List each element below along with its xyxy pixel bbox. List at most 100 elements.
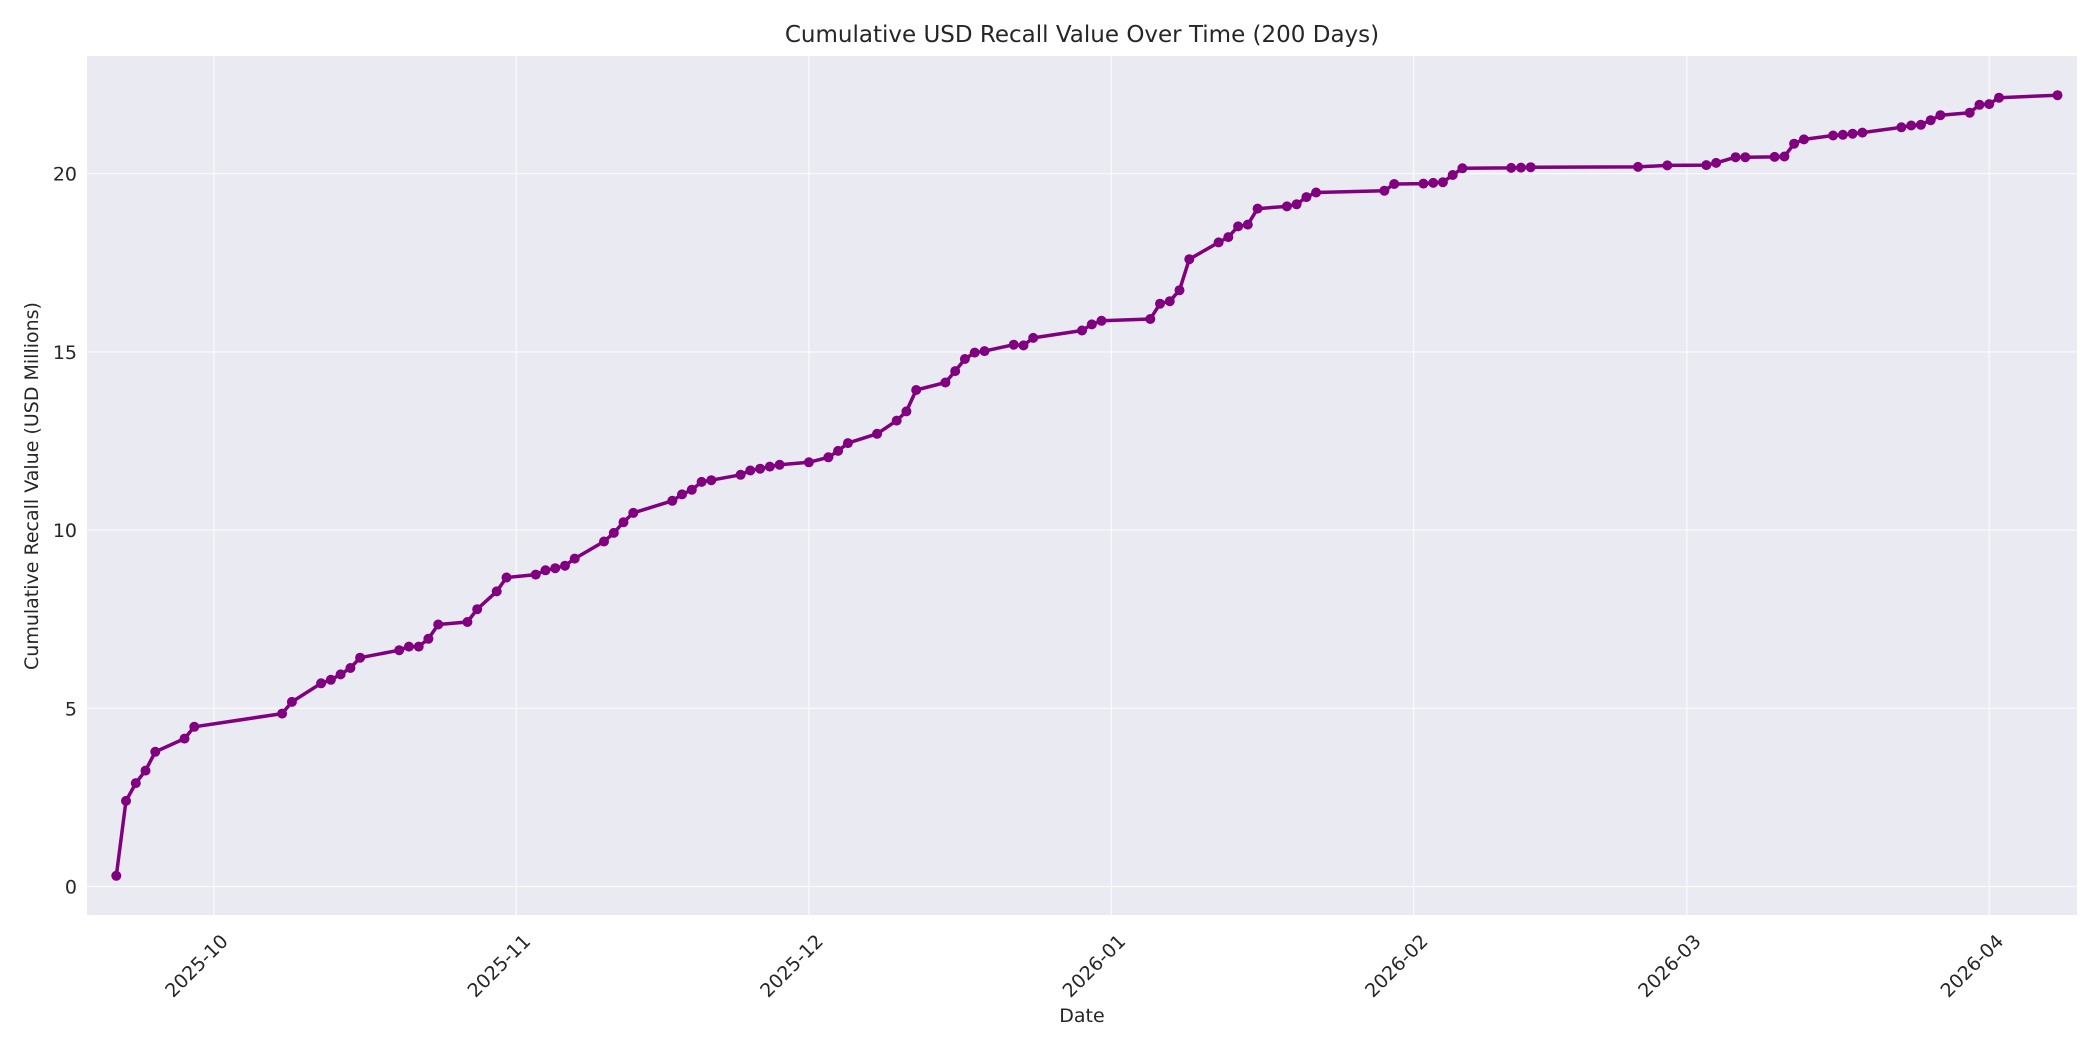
data-point [1301, 192, 1312, 203]
x-tick-label: 2025-12 [756, 930, 828, 1002]
data-point [1184, 254, 1195, 265]
y-axis-label: Cumulative Recall Value (USD Millions) [21, 302, 43, 670]
data-point [706, 475, 717, 486]
data-point [130, 778, 141, 789]
data-point [2052, 90, 2063, 101]
data-point [462, 617, 473, 627]
data-point [1311, 187, 1322, 198]
data-point [677, 489, 687, 500]
data-point [1847, 128, 1858, 139]
x-tick-label: 2026-04 [1936, 930, 2008, 1002]
data-point [1418, 178, 1429, 189]
data-point [1447, 170, 1458, 180]
data-point [1008, 339, 1019, 350]
data-point [550, 563, 561, 574]
data-point [277, 708, 288, 719]
data-point [1145, 314, 1156, 324]
data-point [433, 619, 444, 630]
data-point [696, 476, 707, 487]
data-point [501, 572, 512, 583]
data-point [121, 795, 131, 806]
data-point [1935, 110, 1946, 121]
data-point [150, 746, 161, 757]
y-tick-label: 0 [65, 876, 77, 898]
data-point [901, 406, 912, 417]
data-point [950, 366, 961, 377]
grid-lines [87, 56, 2077, 915]
x-tick-label: 2025-10 [161, 930, 233, 1002]
x-axis-label: Date [1059, 1005, 1104, 1027]
data-point [1730, 152, 1741, 163]
data-point [1252, 203, 1263, 214]
data-point [1789, 138, 1800, 149]
data-point [1291, 199, 1302, 210]
data-point [1437, 177, 1448, 188]
data-point [403, 641, 414, 652]
data-point [764, 461, 775, 472]
data-point [1984, 99, 1995, 110]
data-point [1077, 325, 1087, 336]
x-tick-label: 2026-01 [1059, 930, 1131, 1002]
data-point [1506, 162, 1517, 173]
data-point [1525, 162, 1536, 173]
x-axis-ticks: 2025-10 2025-11 2025-12 2026-01 2026-02 2026-… [161, 930, 2008, 1002]
data-point [1096, 315, 1107, 326]
y-tick-label: 20 [53, 164, 77, 186]
x-tick-label: 2026-02 [1361, 930, 1433, 1002]
data-point [286, 696, 297, 707]
data-point [569, 553, 580, 564]
data-point [1213, 237, 1224, 248]
data-point [530, 569, 541, 580]
data-point [1018, 340, 1029, 351]
data-point [1837, 129, 1848, 140]
data-point [325, 674, 336, 685]
data-point [1798, 134, 1809, 145]
data-point [1779, 151, 1790, 162]
data-point [1701, 160, 1712, 171]
data-point [667, 495, 678, 506]
data-point [1896, 122, 1907, 133]
data-point [1769, 151, 1780, 162]
data-point [179, 733, 190, 744]
data-point [618, 517, 629, 528]
data-point [1223, 232, 1234, 243]
data-point [608, 527, 619, 538]
data-point [1740, 152, 1751, 163]
data-point [1174, 285, 1185, 296]
data-point [872, 428, 883, 439]
plot-area [87, 56, 2077, 915]
data-point [1516, 162, 1526, 173]
data-point [969, 347, 980, 358]
data-point [1457, 163, 1468, 174]
data-point [1428, 177, 1439, 188]
data-point [735, 469, 746, 480]
y-tick-label: 10 [53, 520, 77, 542]
data-point [140, 765, 151, 776]
data-points [111, 90, 2063, 881]
y-axis-ticks: 0 5 10 15 20 [53, 164, 77, 899]
data-point [1906, 120, 1917, 131]
data-point [472, 604, 483, 615]
data-point [833, 445, 844, 456]
data-point [599, 536, 609, 547]
data-point [316, 678, 327, 689]
data-point [842, 438, 853, 449]
y-tick-label: 15 [53, 342, 77, 364]
data-point [1662, 160, 1673, 171]
data-point [979, 346, 990, 357]
data-point [1857, 127, 1868, 138]
data-point [1028, 332, 1039, 343]
chart-title: Cumulative USD Recall Value Over Time (2… [785, 22, 1379, 48]
data-point [1233, 221, 1244, 232]
data-point [491, 586, 502, 597]
y-tick-label: 5 [65, 698, 77, 720]
data-point [745, 465, 756, 476]
x-tick-label: 2026-03 [1634, 930, 1706, 1002]
data-point [940, 377, 951, 388]
data-point [1711, 157, 1722, 168]
data-point [1242, 219, 1253, 230]
data-point [803, 457, 814, 468]
data-point [1281, 201, 1292, 212]
data-point [189, 721, 200, 732]
